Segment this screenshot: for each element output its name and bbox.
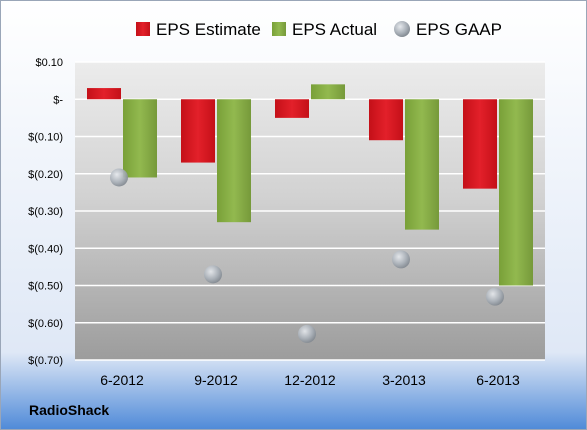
bar-eps-actual <box>217 99 251 223</box>
bar-eps-estimate <box>463 99 497 189</box>
bar-eps-estimate <box>181 99 215 163</box>
marker-eps-gaap <box>486 287 504 306</box>
bars <box>87 84 533 286</box>
bar-eps-actual <box>311 84 345 100</box>
bar-eps-actual <box>499 99 533 286</box>
y-tick-label: $(0.20) <box>28 169 63 181</box>
y-tick-label: $(0.70) <box>28 355 63 367</box>
bar-eps-estimate <box>369 99 403 141</box>
x-tick-label: 6-2012 <box>100 372 144 388</box>
y-tick-label: $(0.50) <box>28 281 63 293</box>
y-tick-label: $(0.60) <box>28 318 63 330</box>
legend: EPS Estimate EPS Actual EPS GAAP <box>136 20 502 39</box>
x-tick-label: 9-2012 <box>194 372 238 388</box>
y-axis-ticks: $0.10 $- $(0.10) $(0.20) $(0.30) $(0.40) $(0.5… <box>28 57 63 367</box>
gaap-markers <box>110 168 504 343</box>
legend-label-gaap: EPS GAAP <box>416 20 502 39</box>
legend-swatch-actual <box>272 22 286 36</box>
marker-eps-gaap <box>298 324 316 343</box>
bar-eps-actual <box>405 99 439 230</box>
bar-eps-estimate <box>87 88 121 100</box>
x-tick-label: 6-2013 <box>476 372 520 388</box>
x-tick-label: 3-2013 <box>382 372 426 388</box>
y-tick-label: $0.10 <box>35 57 63 69</box>
x-tick-label: 12-2012 <box>284 372 336 388</box>
marker-eps-gaap <box>110 168 128 187</box>
y-tick-label: $(0.30) <box>28 206 63 218</box>
y-tick-label: $(0.10) <box>28 132 63 144</box>
y-tick-label: $- <box>53 94 63 106</box>
legend-swatch-estimate <box>136 22 150 36</box>
y-tick-label: $(0.40) <box>28 243 63 255</box>
legend-label-estimate: EPS Estimate <box>156 20 261 39</box>
marker-eps-gaap <box>204 265 222 284</box>
legend-label-actual: EPS Actual <box>292 20 377 39</box>
bar-eps-actual <box>123 99 157 178</box>
marker-eps-gaap <box>392 250 410 269</box>
company-name: RadioShack <box>29 402 109 418</box>
x-axis-ticks: 6-2012 9-2012 12-2012 3-2013 6-2013 <box>100 372 520 388</box>
bar-eps-estimate <box>275 99 309 118</box>
legend-marker-gaap <box>394 21 410 37</box>
